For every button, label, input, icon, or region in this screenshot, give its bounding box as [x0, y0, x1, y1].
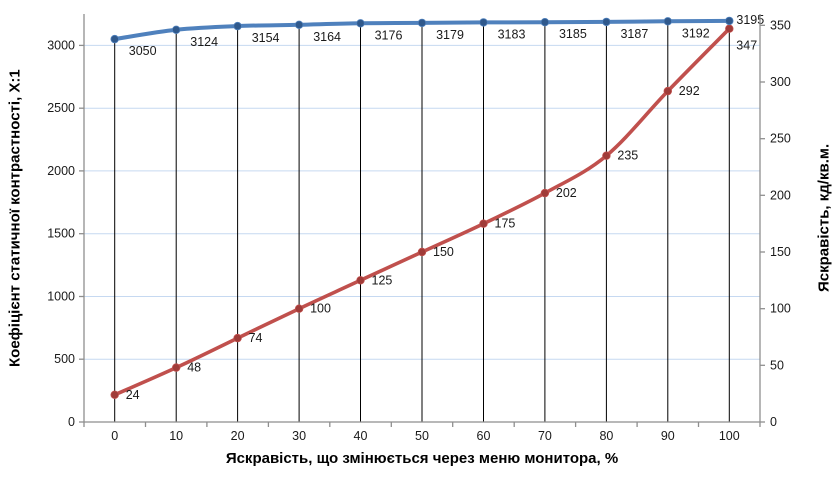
left-axis-title: Коефіцієнт статичної контрастності, Х:1 [6, 69, 24, 367]
axes [79, 14, 765, 427]
data-label: 74 [249, 331, 263, 345]
tick-label: 60 [477, 429, 491, 443]
data-label: 3124 [190, 35, 218, 49]
data-label: 292 [679, 84, 700, 98]
tick-label: 250 [770, 132, 791, 146]
tick-label: 30 [292, 429, 306, 443]
tick-label: 10 [169, 429, 183, 443]
data-label: 3192 [682, 26, 710, 40]
data-label: 3050 [129, 44, 157, 58]
data-label: 3183 [498, 27, 526, 41]
tick-label: 40 [354, 429, 368, 443]
tick-label: 0 [770, 415, 777, 429]
data-label: 347 [736, 39, 757, 53]
data-label: 3195 [736, 13, 764, 27]
series-markers-left [110, 16, 734, 44]
data-labels-right: 24 48 74 100 125 150 175 202 235 292 347 [126, 39, 758, 402]
tick-label: 2500 [47, 101, 75, 115]
data-label: 3154 [252, 31, 280, 45]
tick-label: 500 [54, 352, 75, 366]
data-label: 3179 [436, 28, 464, 42]
drop-lines [114, 20, 730, 422]
tick-label: 100 [770, 302, 791, 316]
data-label: 3187 [620, 27, 648, 41]
tick-label: 2000 [47, 164, 75, 178]
data-label: 235 [617, 149, 638, 163]
x-axis-title: Яскравість, що змінюється через меню мон… [225, 450, 619, 467]
tick-label: 350 [770, 18, 791, 32]
data-label: 125 [372, 273, 393, 287]
data-label: 175 [495, 217, 516, 231]
tick-label: 150 [770, 245, 791, 259]
tick-label: 70 [538, 429, 552, 443]
tick-label: 50 [770, 358, 784, 372]
tick-label: 200 [770, 188, 791, 202]
tick-labels: 0500100015002000250030000501001502002503… [47, 18, 791, 443]
tick-label: 300 [770, 75, 791, 89]
data-label: 100 [310, 302, 331, 316]
tick-label: 90 [661, 429, 675, 443]
tick-label: 100 [719, 429, 740, 443]
tick-label: 50 [415, 429, 429, 443]
data-label: 24 [126, 388, 140, 402]
data-label: 202 [556, 186, 577, 200]
data-label: 3185 [559, 27, 587, 41]
data-label: 150 [433, 245, 454, 259]
tick-label: 0 [111, 429, 118, 443]
tick-label: 80 [599, 429, 613, 443]
data-label: 3176 [375, 28, 403, 42]
tick-label: 3000 [47, 38, 75, 52]
right-axis-title: Яскравість, кд/кв.м. [815, 143, 833, 293]
tick-label: 20 [231, 429, 245, 443]
tick-label: 0 [68, 415, 75, 429]
tick-label: 1000 [47, 290, 75, 304]
tick-label: 1500 [47, 227, 75, 241]
data-label: 48 [187, 361, 201, 375]
data-labels-left: 3050 3124 3154 3164 3176 3179 3183 3185 3187 3192… [129, 13, 764, 58]
data-label: 3164 [313, 30, 341, 44]
